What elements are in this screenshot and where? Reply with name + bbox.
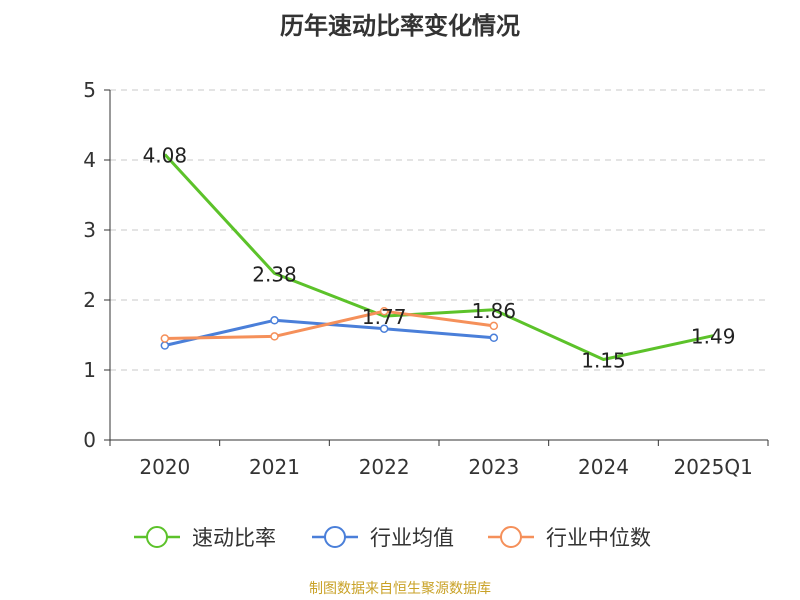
chart-title: 历年速动比率变化情况 (280, 12, 520, 40)
axes: 0 1 2 3 4 5 2020 2021 2022 2023 2024 2025Q1 (83, 78, 769, 479)
data-point (160, 334, 170, 343)
data-label: 1.15 (581, 349, 626, 373)
x-tick-label: 2025Q1 (673, 455, 752, 479)
legend: 速动比率 行业均值 行业中位数 (134, 526, 651, 550)
series-line (164, 309, 495, 340)
data-label: 4.08 (143, 143, 188, 167)
data-labels: 4.08 2.38 1.77 1.86 1.15 1.49 (143, 143, 736, 372)
x-tick-label: 2024 (578, 455, 629, 479)
y-tick-label: 1 (83, 358, 96, 382)
legend-label: 行业中位数 (546, 526, 651, 550)
x-tick-label: 2021 (249, 455, 300, 479)
data-label: 1.49 (691, 325, 736, 349)
legend-item: 行业均值 (312, 526, 454, 550)
legend-marker (500, 526, 522, 548)
data-source-note: 制图数据来自恒生聚源数据库 (309, 581, 491, 597)
data-point (160, 341, 170, 350)
data-point (270, 316, 279, 325)
series-line (163, 153, 714, 361)
series-lines (160, 153, 714, 361)
x-tick-label: 2023 (468, 455, 519, 479)
y-tick-label: 4 (83, 148, 96, 172)
x-tick-label: 2022 (359, 455, 410, 479)
data-label: 1.77 (362, 305, 407, 329)
grid-lines (110, 89, 768, 371)
legend-marker (146, 526, 168, 548)
y-tick-label: 3 (83, 218, 96, 242)
legend-marker (324, 526, 346, 548)
data-label: 2.38 (252, 262, 297, 286)
legend-label: 速动比率 (192, 526, 276, 550)
y-tick-label: 5 (83, 78, 96, 102)
x-tick-label: 2020 (139, 455, 190, 479)
data-point (379, 306, 389, 316)
y-tick-label: 0 (83, 428, 96, 452)
legend-label: 行业均值 (370, 526, 454, 550)
legend-item: 行业中位数 (488, 526, 651, 550)
legend-item: 速动比率 (134, 526, 276, 550)
data-point (379, 324, 389, 333)
data-point (489, 333, 499, 343)
data-point (489, 321, 499, 331)
data-label: 1.86 (472, 299, 517, 323)
data-point (270, 332, 279, 341)
y-tick-label: 2 (83, 288, 96, 312)
